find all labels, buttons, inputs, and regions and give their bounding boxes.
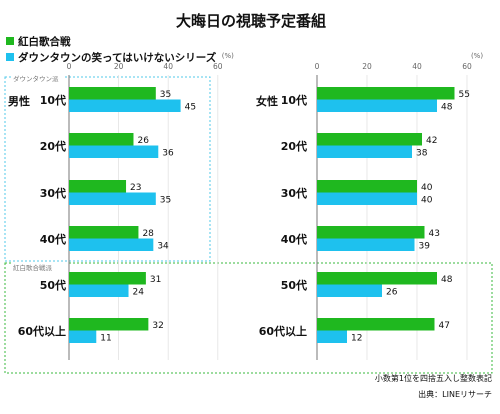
group-tag-kouhaku: 紅白歌合戦派 [13,263,53,272]
bar-kouhaku [317,133,422,146]
data-label: 35 [160,90,171,100]
bar-downtown [317,330,347,343]
bar-downtown [69,192,156,205]
chart-title: 大晦日の視聴予定番組 [176,12,326,30]
tick-label: 20 [362,62,372,71]
data-label: 26 [386,287,398,297]
data-label: 48 [441,102,453,112]
bar-kouhaku [317,87,455,100]
category-label: 10代 [281,93,307,107]
data-label: 24 [133,287,145,297]
bar-kouhaku [317,272,437,285]
tick-label: 0 [315,62,320,71]
tick-label: 0 [67,62,72,71]
data-label: 48 [441,275,453,285]
source-note: 出典：LINEリサーチ [418,389,492,399]
data-label: 45 [185,102,196,112]
data-label: 39 [419,241,431,251]
bar-kouhaku [317,318,435,331]
bar-kouhaku [69,133,134,146]
group-box-downtown [4,76,211,262]
category-label: 20代 [40,139,66,153]
category-label: 50代 [281,278,307,292]
legend-swatch-kouhaku [6,37,14,45]
bar-downtown [317,238,415,251]
bar-kouhaku [317,180,417,193]
bar-kouhaku [317,226,425,239]
panel-female: 0 20 40 60 (%) 女性 10代 55 48 20代 42 38 30代 40 40 40代 43 39… [256,52,483,360]
bar-downtown [69,238,154,251]
unit-label: (%) [222,52,234,60]
bar-kouhaku [69,272,146,285]
legend: 紅白歌合戦 ダウンタウンの笑ってはいけないシリーズ [6,35,217,64]
category-label: 60代以上 [18,324,66,338]
legend-label-downtown: ダウンタウンの笑ってはいけないシリーズ [18,51,217,64]
data-label: 31 [150,275,161,285]
data-label: 55 [459,90,470,100]
tick-label: 40 [412,62,422,71]
bar-downtown [69,330,97,343]
data-label: 35 [160,195,171,205]
category-label: 40代 [40,232,66,246]
category-label: 40代 [281,232,307,246]
panel-male: 0 20 40 60 (%) 男性 10代 35 45 20代 26 36 30代 23 35 40代 2834… [8,52,234,360]
data-label: 38 [416,148,428,158]
category-label: 30代 [281,186,307,200]
category-label: 20代 [281,139,307,153]
data-label: 12 [351,333,362,343]
group-tag-downtown: ダウンタウン派 [13,74,59,83]
category-label: 50代 [40,278,66,292]
group-box-kouhaku [4,262,493,374]
category-label: 60代以上 [259,324,307,338]
bar-kouhaku [69,318,149,331]
panel-label-female: 女性 [256,94,278,108]
legend-label-kouhaku: 紅白歌合戦 [18,35,71,48]
data-label: 36 [162,148,174,158]
bar-downtown [317,99,437,112]
data-label: 47 [439,321,450,331]
category-label: 30代 [40,186,66,200]
data-label: 40 [421,195,433,205]
data-label: 32 [152,321,163,331]
legend-swatch-downtown [6,53,14,61]
bar-kouhaku [69,226,139,239]
bar-downtown [69,284,129,297]
data-label: 40 [421,183,433,193]
data-label: 23 [130,183,141,193]
bar-downtown [317,192,417,205]
bar-kouhaku [69,87,156,100]
unit-label: (%) [471,52,483,60]
tick-label: 40 [163,62,173,71]
category-label: 10代 [40,93,66,107]
bar-downtown [69,99,181,112]
data-label: 28 [142,229,154,239]
bar-downtown [317,145,412,158]
data-label: 43 [429,229,440,239]
rounding-note: 小数第1位を四捨五入し整数表記 [375,373,492,383]
tick-label: 60 [462,62,472,71]
tick-label: 60 [213,62,223,71]
data-label: 34 [157,241,169,251]
bar-downtown [317,284,382,297]
panel-label-male: 男性 [8,94,30,108]
data-label: 42 [426,136,437,146]
data-label: 11 [100,333,111,343]
bar-downtown [69,145,159,158]
bar-kouhaku [69,180,127,193]
data-label: 26 [137,136,149,146]
tick-label: 20 [114,62,124,71]
